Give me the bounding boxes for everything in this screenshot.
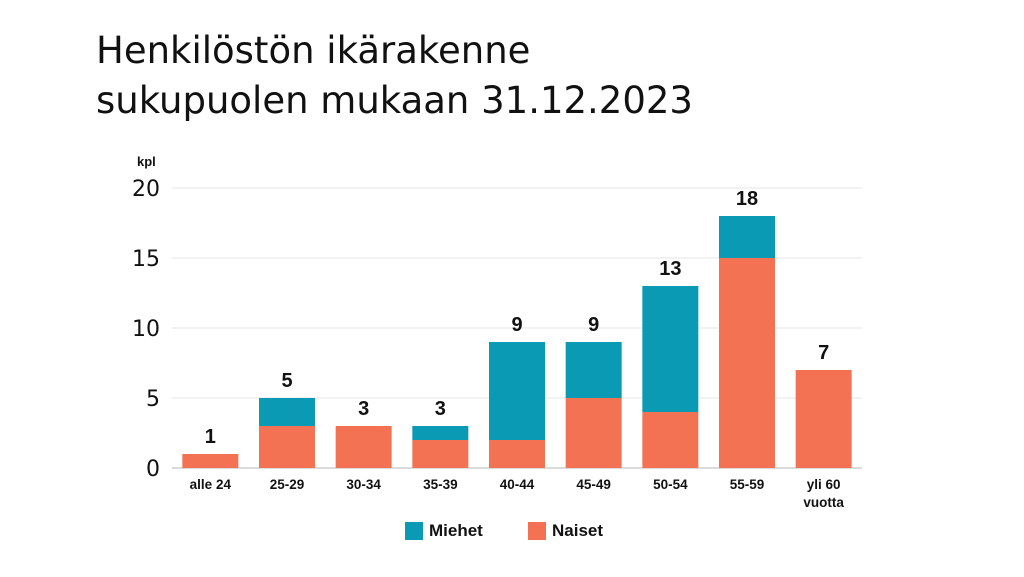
- x-tick-label-1: 25-29: [270, 477, 305, 492]
- bar-miehet-4: [489, 342, 545, 440]
- y-tick-label-20: 20: [132, 177, 160, 202]
- y-tick-label-15: 15: [132, 247, 160, 272]
- y-tick-label-0: 0: [146, 457, 160, 482]
- total-label-8: 7: [818, 342, 829, 364]
- chart-title-line-1: Henkilöstön ikärakenne: [96, 29, 531, 72]
- total-label-2: 3: [358, 398, 369, 420]
- y-tick-label-5: 5: [146, 387, 160, 412]
- bar-naiset-7: [719, 258, 775, 468]
- bar-naiset-3: [412, 440, 469, 468]
- legend-swatch-naiset: [528, 522, 546, 540]
- total-label-4: 9: [511, 314, 522, 336]
- bars: [182, 216, 852, 468]
- total-label-0: 1: [205, 426, 216, 448]
- x-tick-label-0: alle 24: [190, 477, 232, 492]
- x-tick-label-2: 30-34: [346, 477, 381, 492]
- bar-miehet-1: [259, 398, 315, 426]
- legend-item-miehet: Miehet: [405, 521, 483, 541]
- bar-naiset-4: [489, 440, 545, 468]
- total-label-1: 5: [281, 370, 292, 392]
- bar-miehet-6: [642, 286, 699, 412]
- bar-naiset-2: [335, 426, 392, 468]
- x-tick-label-5: 45-49: [576, 477, 611, 492]
- legend-label-miehet: Miehet: [429, 521, 483, 540]
- chart-title-line-2: sukupuolen mukaan 31.12.2023: [96, 79, 693, 122]
- total-label-6: 13: [659, 258, 681, 280]
- x-tick-label-6: 50-54: [653, 477, 688, 492]
- total-label-5: 9: [588, 314, 599, 336]
- bar-miehet-7: [719, 216, 775, 258]
- bar-naiset-6: [642, 412, 699, 468]
- labels: 0 5 10 15 20 kpl 1 alle 24 5 25-29 3 30-34 3 35-39 9 40…: [132, 154, 844, 510]
- total-label-3: 3: [435, 398, 446, 420]
- x-tick-label-8-line-2: vuotta: [803, 495, 844, 510]
- x-tick-label-4: 40-44: [500, 477, 535, 492]
- bar-naiset-1: [259, 426, 315, 468]
- legend-swatch-miehet: [405, 522, 423, 540]
- bar-miehet-3: [412, 426, 469, 440]
- y-axis-unit-label: kpl: [137, 154, 156, 169]
- x-tick-label-7: 55-59: [730, 477, 765, 492]
- chart-title: Henkilöstön ikärakenne sukupuolen mukaan…: [96, 26, 693, 126]
- legend-item-naiset: Naiset: [528, 521, 603, 541]
- bar-naiset-5: [565, 398, 622, 468]
- legend-label-naiset: Naiset: [552, 521, 604, 540]
- total-label-7: 18: [736, 188, 758, 210]
- y-tick-label-10: 10: [132, 317, 160, 342]
- bar-miehet-5: [565, 342, 622, 398]
- bar-naiset-0: [182, 454, 239, 468]
- x-tick-label-8-line-1: yli 60: [807, 477, 841, 492]
- x-tick-label-3: 35-39: [423, 477, 458, 492]
- bar-naiset-8: [795, 370, 852, 468]
